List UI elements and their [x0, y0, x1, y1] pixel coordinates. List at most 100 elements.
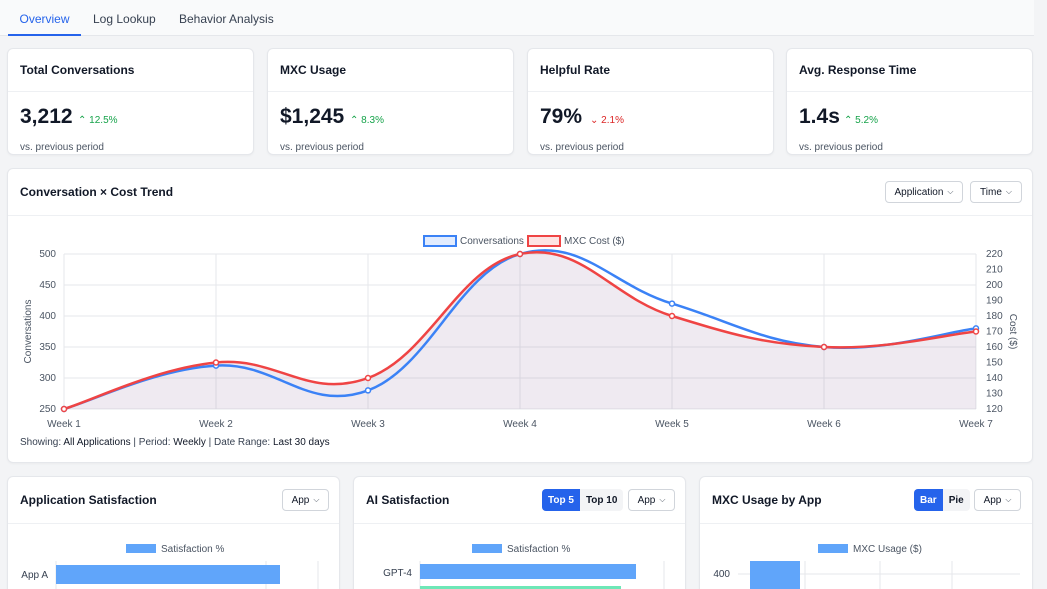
pie-button[interactable]: Pie	[948, 494, 964, 506]
bar	[420, 586, 621, 589]
application-dropdown-label: Application	[894, 186, 944, 198]
y-tick-label: 250	[39, 404, 56, 415]
x-tick-label: Week 6	[807, 419, 841, 430]
data-point	[364, 387, 372, 394]
legend-swatch	[818, 544, 848, 553]
y2-tick-label: 140	[986, 373, 1003, 384]
period-label: Period:	[138, 437, 171, 448]
y2-tick-label: 150	[986, 358, 1003, 369]
ai-satisfaction-chart: Satisfaction % GPT-4	[383, 544, 665, 589]
y2-tick-label: 220	[986, 249, 1003, 260]
kpi-title: Avg. Response Time	[787, 49, 1032, 92]
y-tick-label: 450	[39, 280, 56, 291]
category-label: GPT-4	[383, 568, 412, 579]
kpi-subtitle: vs. previous period	[280, 142, 364, 153]
time-dropdown[interactable]: Time ⌵	[970, 181, 1022, 203]
arrow-down-icon: ⌄	[590, 115, 599, 126]
bar-button[interactable]: Bar	[914, 489, 943, 511]
app-dropdown[interactable]: App ⌵	[628, 489, 675, 511]
range-value: Last 30 days	[272, 437, 330, 448]
tab-log-lookup[interactable]: Log Lookup	[93, 12, 156, 26]
y2-tick-label: 120	[986, 404, 1003, 415]
cost-area	[64, 252, 976, 409]
kpi-card-avg-response-time: Avg. Response Time 1.4s ⌃ 5.2% vs. previ…	[786, 48, 1033, 155]
trend-chart-card: Conversation × Cost Trend Application ⌵ T…	[7, 168, 1033, 463]
arrow-up-icon: ⌃	[350, 115, 359, 126]
app-dropdown[interactable]: App ⌵	[282, 489, 329, 511]
app-dropdown-label: App	[983, 494, 1002, 506]
kpi-delta-value: 5.2%	[855, 115, 878, 126]
legend-label: Satisfaction %	[507, 544, 570, 555]
trend-chart: 250 300 350 400 450 500 Week 1 Week 2 Week 3 Week…	[23, 235, 1018, 430]
kpi-delta: ⌃ 12.5%	[78, 115, 118, 126]
x-tick-label: Week 1	[47, 419, 81, 430]
data-point	[668, 312, 676, 320]
top5-button[interactable]: Top 5	[542, 489, 580, 511]
app-dropdown[interactable]: App ⌵	[974, 489, 1021, 511]
bar	[56, 565, 280, 584]
kpi-card-helpful-rate: Helpful Rate 79% ⌄ 2.1% vs. previous per…	[527, 48, 774, 155]
legend-swatch	[126, 544, 156, 553]
trend-title: Conversation × Cost Trend	[8, 169, 1032, 216]
chevron-down-icon: ⌵	[1005, 495, 1012, 504]
x-tick-label: Week 3	[351, 419, 385, 430]
kpi-delta: ⌄ 2.1%	[590, 115, 624, 126]
kpi-delta-value: 12.5%	[89, 115, 118, 126]
chevron-down-icon: ⌵	[313, 495, 320, 504]
legend-label: Satisfaction %	[161, 544, 224, 555]
period-value: Weekly	[173, 437, 206, 448]
data-point	[820, 343, 828, 351]
data-point	[972, 328, 980, 335]
y2-tick-label: 130	[986, 389, 1003, 400]
kpi-title: Total Conversations	[8, 49, 253, 92]
chart-info: Showing: All Applications | Period: Week…	[20, 437, 330, 448]
legend-label: MXC Usage ($)	[853, 544, 922, 555]
app-dropdown-label: App	[637, 494, 656, 506]
app-satisfaction-title: Application Satisfaction	[8, 477, 339, 524]
kpi-card-total-conversations: Total Conversations 3,212 ⌃ 12.5% vs. pr…	[7, 48, 254, 155]
bar	[750, 561, 800, 589]
top10-button[interactable]: Top 10	[585, 494, 618, 506]
app-satisfaction-chart: Satisfaction % App A	[21, 544, 319, 589]
y2-tick-label: 180	[986, 311, 1003, 322]
mxc-usage-chart: MXC Usage ($) 400	[713, 544, 1020, 589]
app-dropdown-label: App	[291, 494, 310, 506]
y-axis-title: Conversations	[23, 300, 34, 364]
tab-behavior-analysis[interactable]: Behavior Analysis	[179, 12, 274, 26]
y2-axis-title: Cost ($)	[1007, 314, 1018, 350]
mxc-usage-title: MXC Usage by App	[700, 477, 1032, 524]
y-tick-label: 350	[39, 342, 56, 353]
y2-tick-label: 170	[986, 327, 1003, 338]
tab-overview[interactable]: Overview	[8, 0, 81, 36]
legend-swatch	[423, 235, 457, 247]
kpi-value: 79%	[540, 105, 583, 128]
range-label: Date Range:	[214, 437, 271, 448]
y2-tick-label: 210	[986, 265, 1003, 276]
app-satisfaction-card: Application Satisfaction App ⌵ Satisfacti…	[7, 476, 340, 589]
application-dropdown[interactable]: Application ⌵	[885, 181, 963, 203]
x-tick-label: Week 2	[199, 419, 233, 430]
chevron-down-icon: ⌵	[947, 187, 954, 196]
kpi-delta: ⌃ 5.2%	[844, 115, 878, 126]
kpi-title: MXC Usage	[268, 49, 513, 92]
x-tick-label: Week 4	[503, 419, 537, 430]
kpi-delta-value: 8.3%	[361, 115, 384, 126]
arrow-up-icon: ⌃	[78, 115, 87, 126]
ai-satisfaction-card: AI Satisfaction Top 5 Top 10 App ⌵ Satisf…	[353, 476, 686, 589]
data-point	[516, 250, 524, 258]
tab-bar: Overview Log Lookup Behavior Analysis	[0, 0, 1034, 36]
category-label: App A	[21, 570, 48, 581]
showing-label: Showing:	[20, 437, 62, 448]
kpi-card-mxc-usage: MXC Usage $1,245 ⌃ 8.3% vs. previous per…	[267, 48, 514, 155]
y-tick-label: 400	[39, 311, 56, 322]
data-point	[60, 405, 68, 413]
y-tick-label: 500	[39, 249, 56, 260]
kpi-value: $1,245	[280, 105, 345, 128]
kpi-subtitle: vs. previous period	[20, 142, 104, 153]
chevron-down-icon: ⌵	[659, 495, 666, 504]
kpi-value: 3,212	[20, 105, 73, 128]
y-tick-label: 400	[713, 569, 730, 580]
legend-label: MXC Cost ($)	[564, 236, 625, 247]
showing-value: All Applications	[63, 437, 131, 448]
arrow-up-icon: ⌃	[844, 115, 853, 126]
